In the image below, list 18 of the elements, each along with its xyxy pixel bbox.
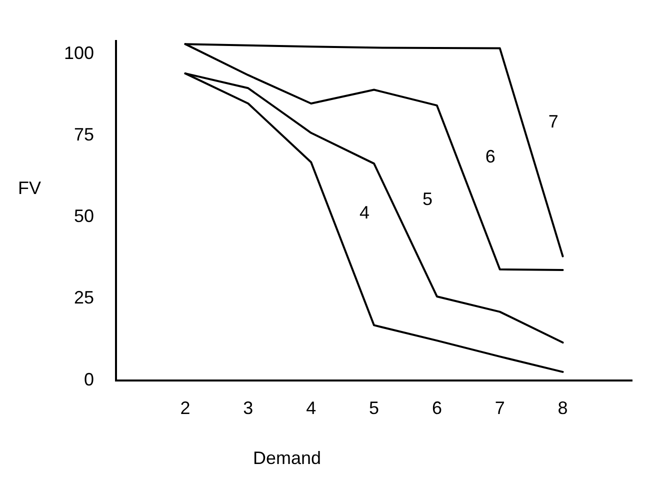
y-tick-label: 25 <box>74 288 94 308</box>
y-tick-label: 0 <box>84 369 94 390</box>
x-tick-label: 6 <box>432 398 442 418</box>
y-tick-label: 100 <box>64 42 94 63</box>
series-label: 7 <box>548 111 558 132</box>
y-tick-label: 75 <box>74 124 94 144</box>
series-label: 6 <box>485 146 496 166</box>
x-tick-label: 4 <box>306 398 316 418</box>
series-label: 5 <box>422 189 432 209</box>
x-tick-label: 7 <box>494 398 505 418</box>
x-axis-title: Demand <box>253 448 322 469</box>
series-label: 4 <box>360 202 370 223</box>
y-axis-title: FV <box>18 178 42 199</box>
y-tick-label: 50 <box>74 206 94 226</box>
x-tick-label: 8 <box>558 398 568 418</box>
x-tick-label: 3 <box>243 398 254 418</box>
x-tick-label: 5 <box>369 398 380 418</box>
x-tick-label: 2 <box>180 398 190 418</box>
